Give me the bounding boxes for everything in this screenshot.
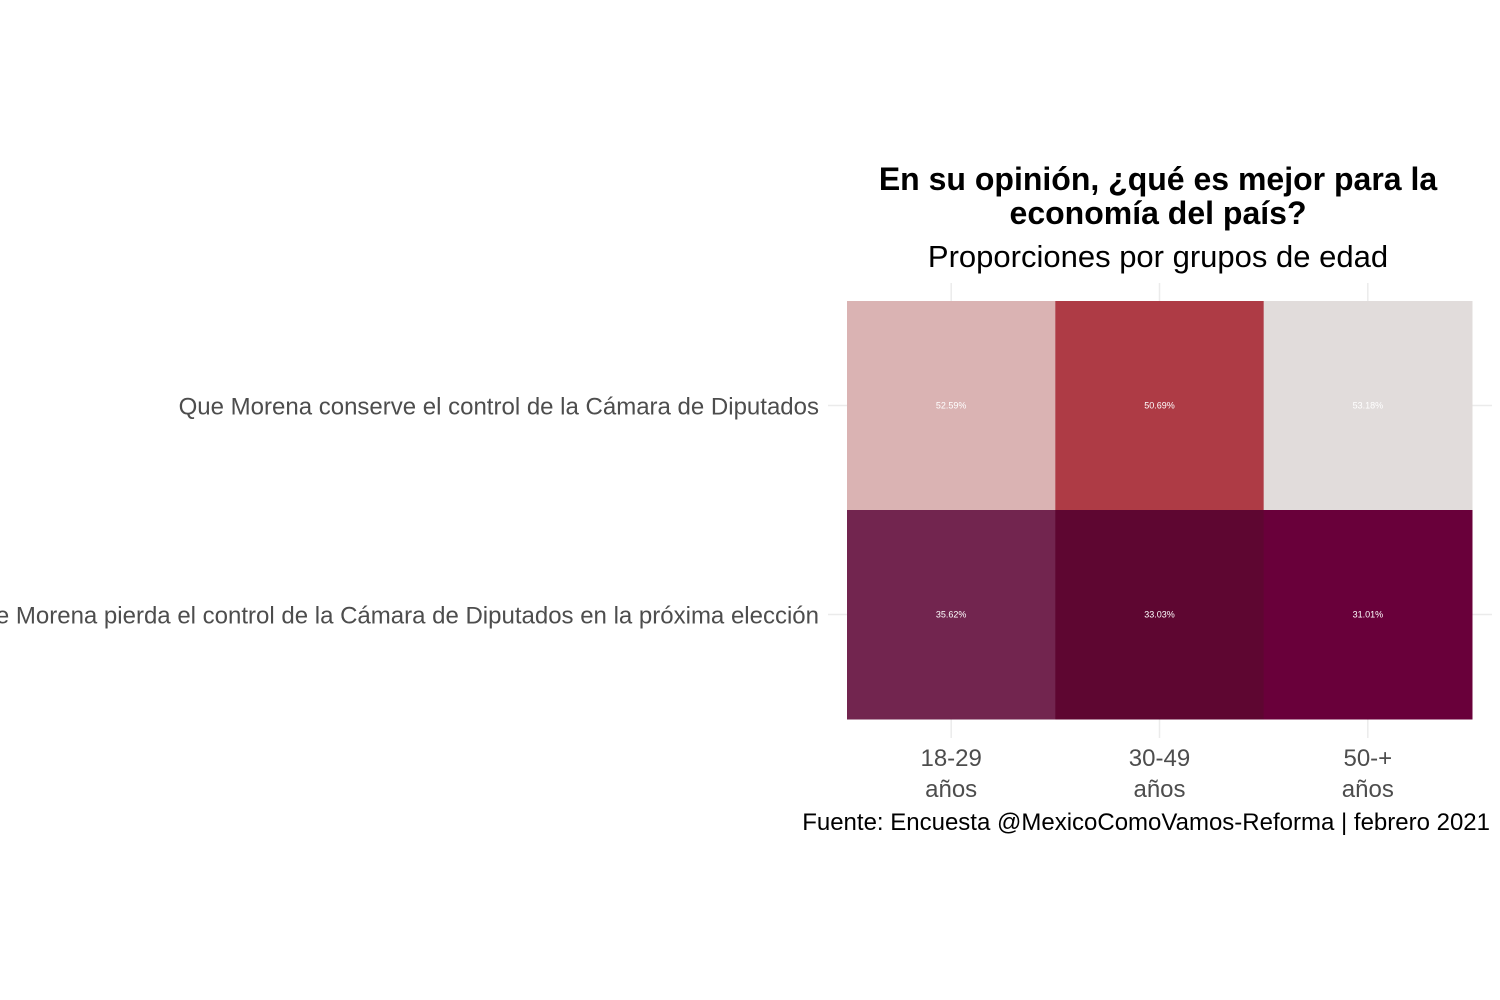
- x-tick-label: años: [1133, 776, 1185, 803]
- chart-title-line: economía del país?: [1010, 195, 1307, 231]
- heatmap-cell: [1055, 301, 1265, 511]
- heatmap-cell: [847, 510, 1056, 720]
- x-tick-label: 50-+: [1343, 745, 1392, 772]
- y-tick-label: Que Morena conserve el control de la Cám…: [179, 394, 819, 421]
- y-axis-tick-labels: Que Morena conserve el control de la Cám…: [0, 394, 819, 630]
- chart-subtitle: Proporciones por grupos de edad: [928, 239, 1388, 274]
- cell-value-label: 31.01%: [1353, 610, 1384, 620]
- chart-title-line: En su opinión, ¿qué es mejor para la: [879, 161, 1438, 197]
- x-tick-label: 30-49: [1129, 745, 1190, 772]
- cell-value-label: 33.03%: [1144, 610, 1175, 620]
- chart-title: En su opinión, ¿qué es mejor para laecon…: [879, 161, 1438, 231]
- cell-value-labels: 52.59% 50.69% 53.18% 35.62% 33.03% 31.01%: [936, 401, 1383, 620]
- chart-caption: Fuente: Encuesta @MexicoComoVamos-Reform…: [802, 809, 1490, 836]
- heatmap-cells: [847, 301, 1473, 720]
- x-tick-label: años: [1342, 776, 1394, 803]
- x-tick-label: 18-29: [920, 745, 981, 772]
- cell-value-label: 53.18%: [1353, 401, 1384, 411]
- heatmap-cell: [1055, 510, 1265, 720]
- heatmap-cell: [1263, 510, 1473, 720]
- y-tick-label: Que Morena pierda el control de la Cámar…: [0, 603, 819, 630]
- x-tick-label: años: [925, 776, 977, 803]
- cell-value-label: 52.59%: [936, 401, 967, 411]
- heatmap-cell: [1263, 301, 1473, 511]
- x-axis-tick-labels: 18-29 años 30-49 años 50-+ años: [920, 745, 1393, 803]
- heatmap-cell: [847, 301, 1056, 511]
- cell-value-label: 50.69%: [1144, 401, 1175, 411]
- cell-value-label: 35.62%: [936, 610, 967, 620]
